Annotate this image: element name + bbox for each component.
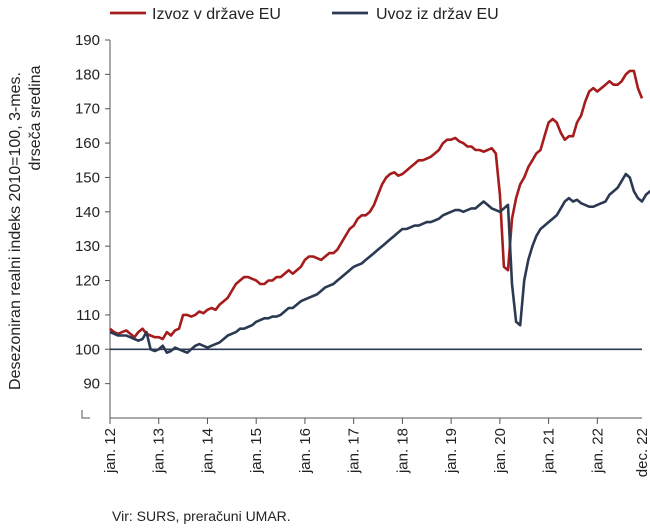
y-tick-label: 150 [75,169,100,186]
legend-label: Izvoz v države EU [152,6,281,23]
y-tick-label: 90 [83,376,100,393]
y-tick-label: 170 [75,101,100,118]
x-tick-label: dec. 22 [634,428,650,477]
y-tick-label: 160 [75,135,100,152]
axis-break-mark [81,410,90,419]
x-tick-label: jan. 20 [492,428,509,474]
y-tick-label: 100 [75,341,100,358]
y-axis-label: Desezoniran realni indeks 2010=100, 3-me… [7,65,44,390]
x-tick-label: jan. 16 [297,428,314,474]
source-note: Vir: SURS, preračuni UMAR. [112,508,291,524]
y-tick-label: 180 [75,66,100,83]
x-tick-label: jan. 22 [589,428,606,474]
series-line-izvoz [109,69,644,341]
x-tick-label: jan. 19 [443,428,460,474]
y-axis-label-line2: drseča sredina [27,65,44,170]
x-tick-label: jan. 14 [199,428,216,474]
y-axis-label-line1: Desezoniran realni indeks 2010=100, 3-me… [7,72,24,390]
x-tick-label: jan. 13 [151,428,168,474]
y-tick-label: 110 [76,307,100,324]
x-tick-label: jan. 18 [394,428,411,474]
y-tick-label: 120 [75,273,100,290]
y-tick-label: 190 [75,32,100,49]
x-tick-label: jan. 17 [346,428,363,474]
x-axis-ticks: jan. 12 jan. 13 jan. 14 jan. 15 jan. 16 jan. … [102,418,650,477]
y-axis-ticks: 90 100 110 120 130 140 150 160 170 180 190 [75,32,110,419]
plot-area [109,40,650,419]
x-tick-label: jan. 21 [541,428,558,474]
x-tick-label: jan. 15 [248,428,265,474]
legend: Izvoz v države EU Uvoz iz držav EU [110,6,499,23]
x-tick-label: jan. 12 [102,428,119,474]
series-line-uvoz [109,172,650,355]
legend-label: Uvoz iz držav EU [376,6,499,23]
y-tick-label: 140 [75,204,100,221]
y-tick-label: 130 [75,238,100,255]
